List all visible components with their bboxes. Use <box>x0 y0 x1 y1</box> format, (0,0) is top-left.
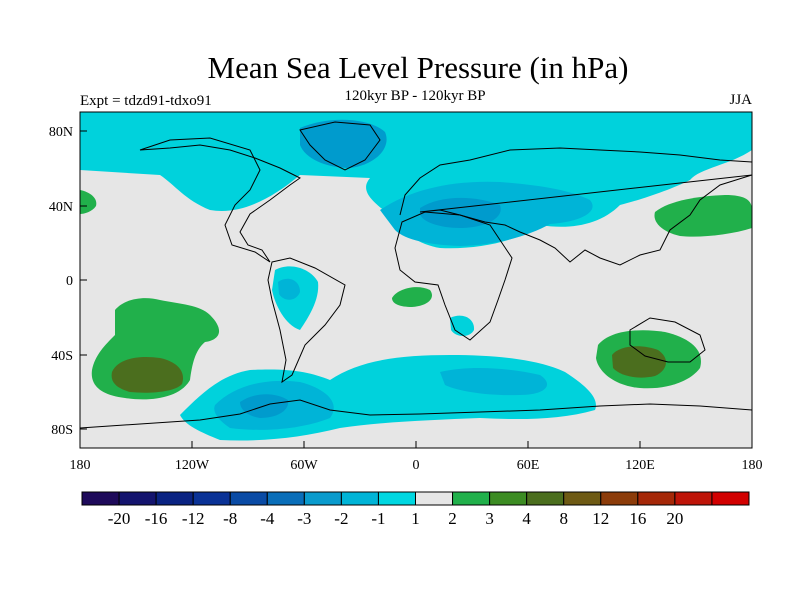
colorbar-box <box>415 491 454 506</box>
colorbar-box <box>377 491 417 506</box>
colorbar-label: -16 <box>145 509 168 528</box>
indian-ocean-low-mid <box>440 368 548 396</box>
south-america-low-core <box>278 278 300 300</box>
season-label: JJA <box>729 92 752 108</box>
colorbar-box <box>637 491 676 506</box>
colorbar-box <box>81 491 120 506</box>
colorbar-box <box>303 491 342 506</box>
coastline-africa <box>394 211 513 341</box>
map-field <box>80 112 752 448</box>
lon-tick-label: 180 <box>70 458 91 473</box>
colorbar-box <box>192 491 231 506</box>
lon-tick-label: 120E <box>625 458 655 473</box>
coastlines <box>80 121 752 429</box>
lat-axis <box>80 130 87 430</box>
coastline-antarctica <box>80 399 752 429</box>
lat-tick-label: 80S <box>51 423 73 438</box>
lon-tick-label: 60E <box>517 458 540 473</box>
greenland-low-core <box>300 119 387 168</box>
colorbar-label: 2 <box>448 509 457 528</box>
colorbar-box <box>340 491 379 506</box>
colorbar-box <box>452 491 491 506</box>
lat-tick-label: 80N <box>49 125 73 140</box>
colorbar-label: -3 <box>297 509 311 528</box>
colorbar: -20 -16 -12 -8 -4 -3 -2 -1 1 2 3 4 8 12 16 20 <box>81 491 750 528</box>
coastline-south-america <box>267 257 346 384</box>
colorbar-box <box>526 491 565 506</box>
colorbar-box <box>563 491 602 506</box>
colorbar-label: 12 <box>592 509 609 528</box>
lon-tick-label: 180 <box>742 458 763 473</box>
colorbar-label: 8 <box>559 509 568 528</box>
coastline-greenland <box>299 121 381 171</box>
colorbar-label: -12 <box>182 509 205 528</box>
colorbar-box <box>266 491 305 506</box>
colorbar-box <box>674 491 713 506</box>
colorbar-box <box>711 491 750 506</box>
colorbar-label: 20 <box>666 509 683 528</box>
australia-high-core <box>612 346 666 378</box>
colorbar-label: 1 <box>411 509 420 528</box>
colorbar-label: 16 <box>629 509 646 528</box>
lon-axis <box>79 441 753 448</box>
colorbar-label: -2 <box>334 509 348 528</box>
colorbar-label: -20 <box>108 509 131 528</box>
colorbar-label: -1 <box>371 509 385 528</box>
chart-subtitle: 120kyr BP - 120kyr BP <box>344 88 486 104</box>
lat-tick-label: 40S <box>51 349 73 364</box>
lat-tick-label: 0 <box>66 274 73 289</box>
lon-tick-label: 60W <box>290 458 318 473</box>
north-west-pacific-high <box>654 195 752 237</box>
gulf-of-guinea-high <box>392 287 432 307</box>
colorbar-box <box>155 491 194 506</box>
coastline-north-america <box>139 137 301 263</box>
colorbar-box <box>489 491 528 506</box>
lon-tick-label: 120W <box>175 458 210 473</box>
chart-title: Mean Sea Level Pressure (in hPa) <box>207 50 629 85</box>
colorbar-label: 3 <box>485 509 494 528</box>
colorbar-box <box>229 491 268 506</box>
colorbar-label: -4 <box>260 509 275 528</box>
south-pacific-high-core <box>111 356 184 393</box>
north-atlantic-high-edge <box>80 190 97 214</box>
lon-tick-label: 0 <box>413 458 420 473</box>
experiment-label: Expt = tdzd91-tdxo91 <box>80 93 212 109</box>
coastline-australia <box>629 317 706 363</box>
colorbar-label: -8 <box>223 509 237 528</box>
lat-tick-label: 40N <box>49 200 73 215</box>
colorbar-box <box>118 491 157 506</box>
colorbar-label: 4 <box>522 509 531 528</box>
colorbar-box <box>600 491 639 506</box>
